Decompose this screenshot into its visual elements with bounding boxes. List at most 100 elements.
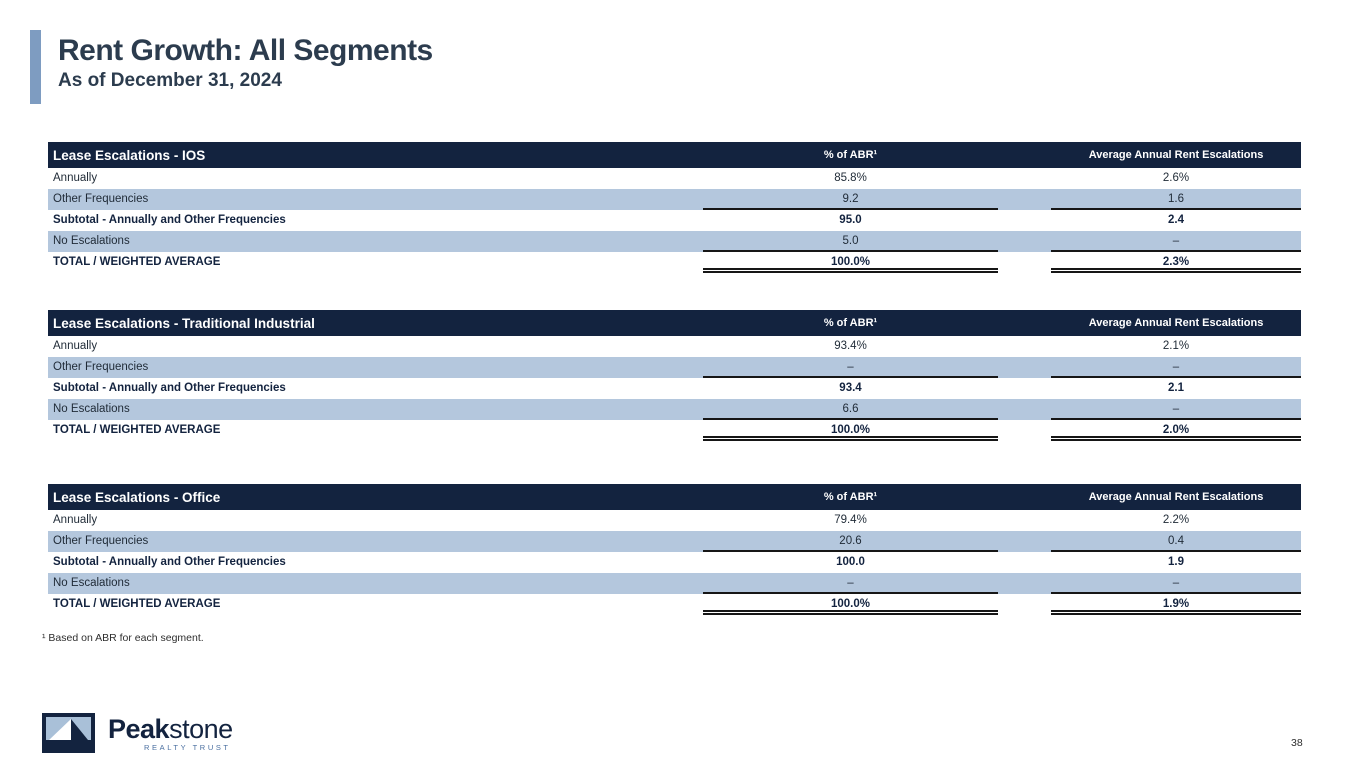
cell-avg-escalation: – [1051, 573, 1301, 594]
cell-avg-escalation: 2.4 [1168, 214, 1184, 226]
cell-pct-abr: 100.0% [703, 594, 998, 615]
cell-avg-escalation: 2.2% [1162, 514, 1190, 526]
cell-pct-abr: 79.4% [834, 514, 867, 526]
row-label: Subtotal - Annually and Other Frequencie… [53, 556, 286, 568]
table-header: Lease Escalations - IOS % of ABR¹ Averag… [48, 142, 1301, 168]
logo-tagline: REALTY TRUST [143, 743, 231, 752]
column-gap [998, 210, 1051, 231]
cell-avg-escalation: – [1051, 231, 1301, 252]
column-gap [998, 399, 1051, 420]
table-row: Annually 93.4% 2.1% [48, 336, 1301, 357]
table-row: Other Frequencies 20.6 0.4 [48, 531, 1301, 552]
column-gap [998, 336, 1051, 357]
table-header: Lease Escalations - Office % of ABR¹ Ave… [48, 484, 1301, 510]
column-gap [998, 510, 1051, 531]
table-title: Lease Escalations - Office [53, 489, 221, 505]
cell-avg-escalation: 2.3% [1051, 252, 1301, 273]
cell-pct-abr: 85.8% [834, 172, 867, 184]
title-accent-bar [30, 30, 41, 104]
cell-pct-abr: – [703, 357, 998, 378]
column-header-avg-escalations: Average Annual Rent Escalations [1088, 149, 1264, 161]
footnote: ¹ Based on ABR for each segment. [42, 632, 204, 644]
table-row: Other Frequencies 9.2 1.6 [48, 189, 1301, 210]
cell-pct-abr: 100.0% [703, 420, 998, 441]
table-row-total: TOTAL / WEIGHTED AVERAGE 100.0% 1.9% [48, 594, 1301, 615]
cell-pct-abr: 20.6 [703, 531, 998, 552]
row-label: Subtotal - Annually and Other Frequencie… [53, 214, 286, 226]
column-gap [998, 420, 1051, 441]
table-row: No Escalations – – [48, 573, 1301, 594]
table-title: Lease Escalations - IOS [53, 147, 206, 163]
page-title: Rent Growth: All Segments [58, 34, 433, 67]
cell-avg-escalation: 0.4 [1051, 531, 1301, 552]
column-gap [998, 594, 1051, 615]
row-label: Annually [53, 514, 98, 526]
row-label: TOTAL / WEIGHTED AVERAGE [53, 598, 221, 610]
row-label: No Escalations [53, 577, 130, 589]
column-gap [998, 252, 1051, 273]
cell-avg-escalation: 2.6% [1162, 172, 1190, 184]
cell-avg-escalation: 1.6 [1051, 189, 1301, 210]
table-lease-escalations-traditional-industrial: Lease Escalations - Traditional Industri… [48, 310, 1301, 441]
logo-text-stone: stone [169, 714, 233, 744]
table-row-total: TOTAL / WEIGHTED AVERAGE 100.0% 2.0% [48, 420, 1301, 441]
column-gap [998, 189, 1051, 210]
row-label: Other Frequencies [53, 193, 149, 205]
cell-avg-escalation: 1.9 [1168, 556, 1184, 568]
cell-pct-abr: 100.0% [703, 252, 998, 273]
column-gap [998, 357, 1051, 378]
cell-pct-abr: 93.4 [839, 382, 862, 394]
cell-avg-escalation: 2.1% [1162, 340, 1190, 352]
row-label: Other Frequencies [53, 361, 149, 373]
peakstone-logo: Peakstone REALTY TRUST [42, 713, 233, 753]
row-label: Other Frequencies [53, 535, 149, 547]
table-lease-escalations-office: Lease Escalations - Office % of ABR¹ Ave… [48, 484, 1301, 615]
cell-avg-escalation: 1.9% [1051, 594, 1301, 615]
cell-avg-escalation: – [1051, 357, 1301, 378]
table-row-total: TOTAL / WEIGHTED AVERAGE 100.0% 2.3% [48, 252, 1301, 273]
column-header-pct-abr: % of ABR¹ [823, 317, 878, 329]
table-row: No Escalations 5.0 – [48, 231, 1301, 252]
table-title: Lease Escalations - Traditional Industri… [53, 315, 315, 331]
row-label: Annually [53, 340, 98, 352]
cell-pct-abr: – [703, 573, 998, 594]
row-label: No Escalations [53, 403, 130, 415]
cell-pct-abr: 9.2 [703, 189, 998, 210]
column-header-avg-escalations: Average Annual Rent Escalations [1088, 317, 1264, 329]
table-row: Other Frequencies – – [48, 357, 1301, 378]
row-label: TOTAL / WEIGHTED AVERAGE [53, 424, 221, 436]
column-header-avg-escalations: Average Annual Rent Escalations [1088, 491, 1264, 503]
logo-wordmark: Peakstone REALTY TRUST [108, 715, 233, 752]
cell-pct-abr: 6.6 [703, 399, 998, 420]
cell-avg-escalation: – [1051, 399, 1301, 420]
column-header-pct-abr: % of ABR¹ [823, 149, 878, 161]
logo-text-peak: Peak [108, 714, 170, 744]
table-row-subtotal: Subtotal - Annually and Other Frequencie… [48, 378, 1301, 399]
table-lease-escalations-ios: Lease Escalations - IOS % of ABR¹ Averag… [48, 142, 1301, 273]
column-gap [998, 168, 1051, 189]
column-gap [998, 231, 1051, 252]
table-row-subtotal: Subtotal - Annually and Other Frequencie… [48, 210, 1301, 231]
column-gap [998, 378, 1051, 399]
page-number: 38 [1291, 737, 1303, 749]
page-subtitle: As of December 31, 2024 [58, 70, 282, 91]
peakstone-mountain-icon [42, 713, 95, 753]
cell-pct-abr: 100.0 [836, 556, 865, 568]
table-header: Lease Escalations - Traditional Industri… [48, 310, 1301, 336]
column-gap [998, 552, 1051, 573]
column-gap [998, 573, 1051, 594]
column-header-pct-abr: % of ABR¹ [823, 491, 878, 503]
row-label: Annually [53, 172, 98, 184]
column-gap [998, 531, 1051, 552]
table-row: Annually 85.8% 2.6% [48, 168, 1301, 189]
cell-pct-abr: 95.0 [839, 214, 862, 226]
row-label: No Escalations [53, 235, 130, 247]
cell-avg-escalation: 2.1 [1168, 382, 1184, 394]
table-row: Annually 79.4% 2.2% [48, 510, 1301, 531]
cell-avg-escalation: 2.0% [1051, 420, 1301, 441]
table-row-subtotal: Subtotal - Annually and Other Frequencie… [48, 552, 1301, 573]
row-label: TOTAL / WEIGHTED AVERAGE [53, 256, 221, 268]
cell-pct-abr: 93.4% [834, 340, 867, 352]
row-label: Subtotal - Annually and Other Frequencie… [53, 382, 286, 394]
cell-pct-abr: 5.0 [703, 231, 998, 252]
